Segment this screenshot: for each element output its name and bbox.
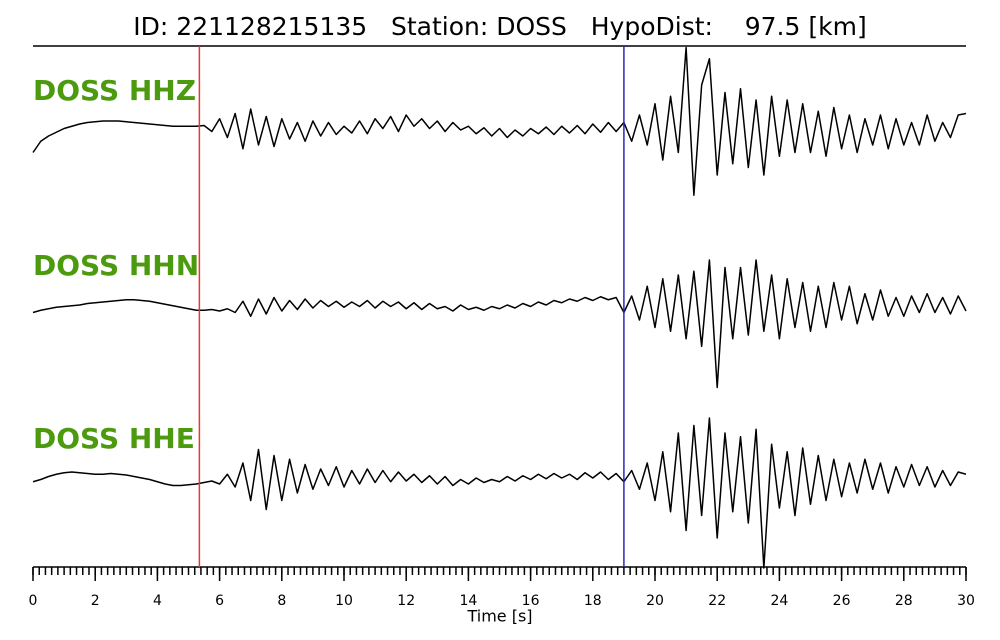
channel-label: DOSS HHN [33,249,199,282]
x-tick-label: 30 [957,593,975,609]
x-tick-label: 22 [708,593,726,609]
x-tick-label: 6 [215,593,224,609]
x-tick-label: 18 [584,593,602,609]
x-tick-label: 14 [459,593,477,609]
chart-title: ID: 221128215135 Station: DOSS HypoDist:… [133,12,866,41]
x-tick-label: 12 [397,593,415,609]
waveform [32,417,967,569]
x-tick-label: 10 [335,593,353,609]
waveform [32,259,967,389]
x-tick-label: 8 [277,593,286,609]
x-tick-label: 20 [646,593,664,609]
waveform [32,46,967,196]
x-axis-label: Time [s] [466,607,532,626]
x-tick-label: 2 [91,593,100,609]
channel-label: DOSS HHZ [33,74,196,107]
x-tick-label: 26 [833,593,851,609]
x-tick-label: 16 [522,593,540,609]
x-tick-label: 28 [895,593,913,609]
x-tick-label: 0 [29,593,38,609]
x-tick-label: 4 [153,593,162,609]
x-tick-label: 24 [770,593,788,609]
channel-label: DOSS HHE [33,422,195,455]
